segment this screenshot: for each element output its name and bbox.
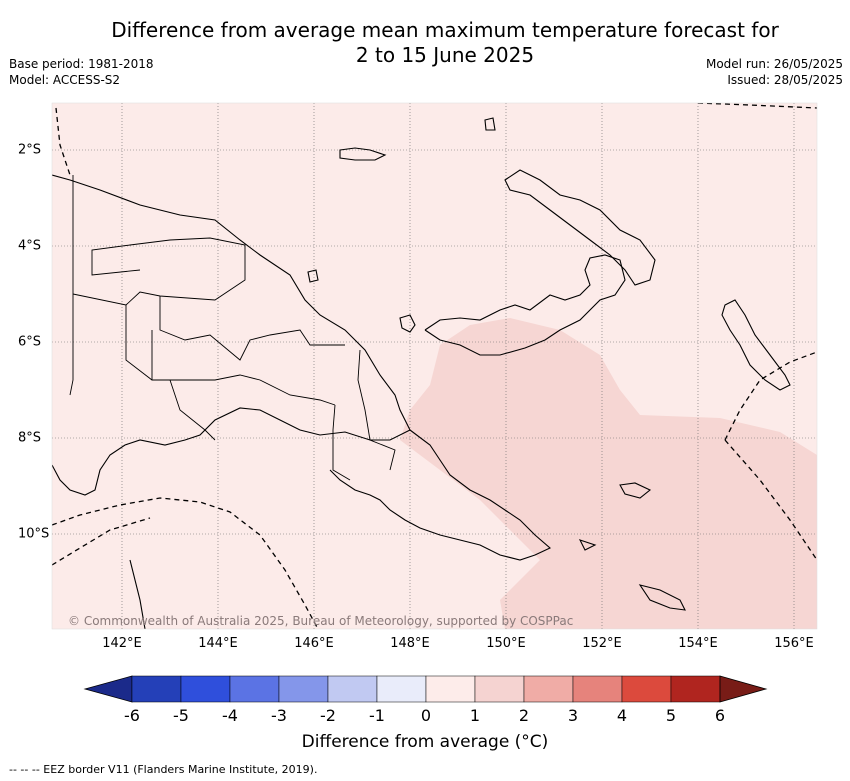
island-2: [399, 314, 416, 333]
colorbar-tick: 3: [567, 706, 579, 725]
lon-label: 154°E: [678, 636, 718, 651]
colorbar-tick: 6: [714, 706, 726, 725]
lat-label: 4°S: [18, 238, 42, 254]
colorbar-tick: -6: [124, 706, 140, 725]
lon-label: 152°E: [582, 636, 622, 651]
colorbar-tick: 1: [469, 706, 481, 725]
island-5: [638, 584, 686, 611]
model-run: Model run: 26/05/2025: [705, 57, 843, 71]
credit-text: © Commonwealth of Australia 2025, Bureau…: [68, 614, 574, 628]
colorbar-tick: -5: [173, 706, 189, 725]
province-borders: [69, 175, 396, 481]
colorbar-bin: [474, 675, 525, 703]
colorbar-bin: [425, 675, 476, 703]
eez-legend: -- -- -- EEZ border V11 (Flanders Marine…: [9, 763, 318, 776]
colorbar-tick: -3: [271, 706, 287, 725]
eez-borders: [52, 103, 817, 629]
colorbar-bin: [572, 675, 623, 703]
title-line-1: Difference from average mean maximum tem…: [111, 18, 779, 42]
island-1: [484, 117, 496, 131]
colorbar-bin: [621, 675, 672, 703]
title-line-2: 2 to 15 June 2025: [355, 43, 535, 67]
issued-date: Issued: 28/05/2025: [727, 73, 843, 87]
new-britain: [504, 169, 656, 286]
colorbar-bin: [131, 675, 182, 703]
colorbar-extend-high: [719, 675, 768, 703]
lon-label: 142°E: [102, 636, 142, 651]
lat-label: 6°S: [18, 334, 42, 350]
colorbar-bin: [278, 675, 329, 703]
australia-york: [129, 559, 146, 629]
meta-right: Model run: 26/05/2025 Issued: 28/05/2025: [706, 56, 843, 88]
island-4: [619, 482, 652, 499]
new-guinea-coast: [52, 174, 411, 496]
colorbar-tick: -1: [369, 706, 385, 725]
lon-label: 148°E: [390, 636, 430, 651]
lat-label: 8°S: [18, 430, 42, 446]
colorbar-title: Difference from average (°C): [301, 732, 549, 752]
colorbar-bin: [180, 675, 231, 703]
colorbar-bin: [670, 675, 721, 703]
island-6: [578, 539, 597, 551]
lon-label: 156°E: [774, 636, 814, 651]
colorbar-extend-low: [83, 675, 133, 703]
lat-label: 2°S: [18, 142, 42, 158]
lon-label: 144°E: [198, 636, 238, 651]
lat-label: 10°S: [18, 526, 50, 542]
colorbar-tick: -2: [320, 706, 336, 725]
island-3: [307, 269, 319, 283]
graticule: [52, 103, 817, 629]
meta-left: Base period: 1981-2018 Model: ACCESS-S2: [9, 56, 154, 88]
model-name: Model: ACCESS-S2: [9, 73, 121, 87]
colorbar-tick: 0: [420, 706, 432, 725]
colorbar-tick: 2: [518, 706, 530, 725]
colorbar-tick: 5: [665, 706, 677, 725]
southern-coast: [329, 429, 552, 561]
colorbar-bin: [523, 675, 574, 703]
lon-label: 150°E: [486, 636, 526, 651]
base-period: Base period: 1981-2018: [9, 57, 154, 71]
colorbar-tick: 4: [616, 706, 628, 725]
colorbar-bin: [376, 675, 427, 703]
lon-label: 146°E: [294, 636, 334, 651]
new-ireland: [339, 147, 387, 161]
colorbar-bin: [327, 675, 378, 703]
bougainville: [721, 299, 791, 391]
colorbar-tick: -4: [222, 706, 238, 725]
chart-title: Difference from average mean maximum tem…: [0, 18, 850, 68]
coastlines: [52, 117, 791, 629]
colorbar-bin: [229, 675, 280, 703]
warm-anomaly-region: [400, 318, 817, 629]
colorbar: [83, 675, 768, 703]
